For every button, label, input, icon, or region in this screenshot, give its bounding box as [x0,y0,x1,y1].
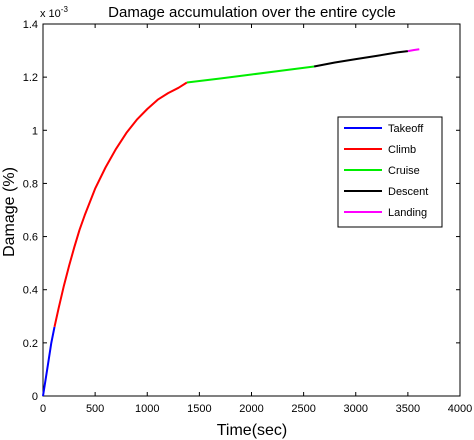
x-tick-label: 500 [86,403,104,415]
y-tick-label: 0 [32,391,38,403]
legend-label-takeoff: Takeoff [388,123,424,135]
y-tick-label: 0.4 [23,285,38,297]
y-multiplier-exp: -3 [61,5,69,14]
x-tick-label: 1500 [187,403,211,415]
axis-ticks: 0 500 1000 1500 2000 2500 3000 3500 4000 0 0.2 0.4 0… [23,19,473,415]
x-tick-label: 4000 [448,403,472,415]
x-tick-label: 0 [40,403,46,415]
y-tick-label: 1.4 [23,19,38,31]
x-axis-title: Time(sec) [217,422,288,439]
y-tick-label: 1.2 [23,72,38,84]
series-line-descent [313,50,409,68]
series-line-cruise [186,65,315,84]
legend-label-climb: Climb [388,144,416,156]
series-lines [42,48,420,397]
y-multiplier: x 10-3 [40,5,68,20]
series-line-takeoff [42,326,56,397]
legend-label-cruise: Cruise [388,165,420,177]
x-tick-label: 2500 [291,403,315,415]
y-tick-label: 0.6 [23,232,38,244]
x-tick-label: 2000 [239,403,263,415]
y-multiplier-base: x 10 [40,8,61,20]
legend-box [337,116,443,228]
series-line-landing [407,48,420,53]
x-tick-label: 1000 [135,403,159,415]
legend-label-landing: Landing [388,207,427,219]
legend-label-descent: Descent [388,186,428,198]
y-tick-label: 0.2 [23,338,38,350]
y-tick-label: 1 [32,125,38,137]
series-line-climb [53,81,188,328]
x-tick-label: 3000 [344,403,368,415]
y-axis-title: Damage (%) [1,167,18,257]
y-tick-label: 0.8 [23,178,38,190]
legend: Takeoff Climb Cruise Descent Landing [337,116,443,228]
chart-title: Damage accumulation over the entire cycl… [108,4,396,21]
x-tick-label: 3500 [396,403,420,415]
